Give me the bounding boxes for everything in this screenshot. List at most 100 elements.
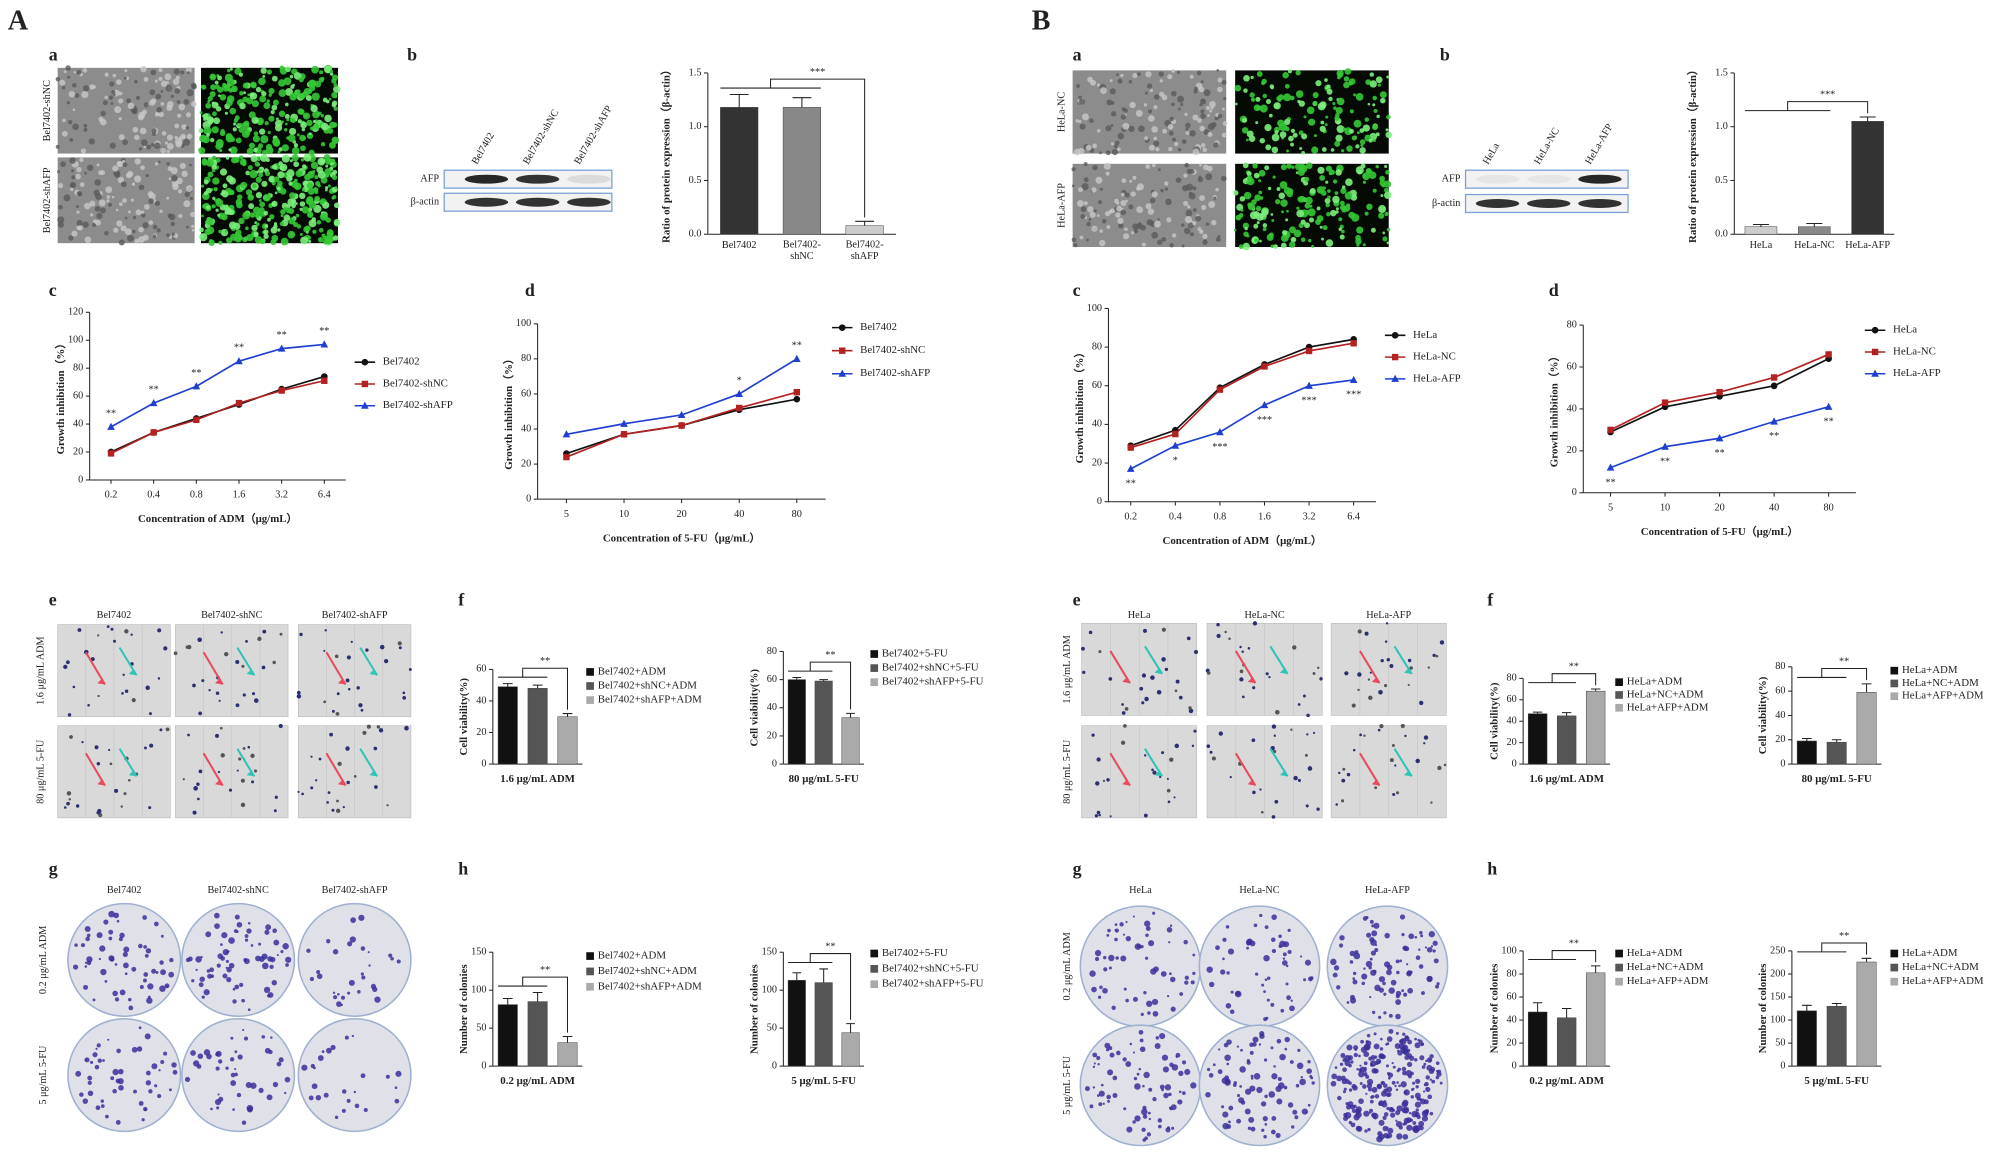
cell	[333, 83, 338, 88]
cell	[98, 170, 104, 176]
cell	[251, 692, 256, 696]
cell	[218, 229, 222, 234]
cell	[1241, 127, 1249, 134]
bar	[1556, 715, 1577, 765]
cell	[1101, 218, 1107, 224]
legend-swatch	[870, 664, 879, 672]
cell	[1185, 131, 1190, 135]
cell	[261, 91, 267, 97]
cell	[1383, 187, 1389, 193]
cell	[318, 757, 322, 761]
column-label: HeLa	[1129, 885, 1152, 896]
cell	[1116, 73, 1119, 77]
cell	[1166, 788, 1171, 793]
cell	[1325, 115, 1329, 119]
cell	[1110, 111, 1117, 117]
column-label: HeLa	[1128, 610, 1151, 621]
cell	[247, 93, 251, 97]
cell	[120, 181, 127, 188]
bar	[1851, 121, 1884, 235]
error-bar	[1801, 738, 1812, 741]
colony	[1152, 911, 1156, 915]
arrow-head	[1154, 667, 1163, 674]
colony	[1192, 953, 1196, 957]
cell	[138, 226, 144, 233]
cell	[251, 780, 255, 784]
cell	[206, 159, 214, 167]
cell	[221, 190, 229, 198]
cell	[1380, 658, 1384, 663]
cell	[279, 632, 283, 636]
band	[464, 174, 509, 184]
cell	[274, 191, 278, 195]
colony	[1429, 1111, 1434, 1116]
significance-bracket	[1528, 673, 1597, 686]
cell	[140, 165, 145, 171]
y-tick-label: 40	[1507, 1014, 1517, 1025]
cell	[135, 209, 142, 216]
cell	[1303, 115, 1307, 119]
marker	[1391, 353, 1399, 361]
cell	[1116, 205, 1122, 212]
colony	[1369, 1108, 1373, 1113]
colony	[258, 942, 262, 946]
colony	[142, 978, 147, 983]
cell	[1183, 173, 1188, 178]
colony	[92, 998, 96, 1002]
error-bar	[1590, 965, 1601, 973]
cell	[185, 66, 193, 74]
colony	[100, 968, 107, 976]
cell	[1359, 733, 1363, 737]
cell	[191, 228, 195, 232]
lane-label: HeLa	[1481, 141, 1502, 167]
cell	[1330, 209, 1337, 217]
colony	[1386, 1126, 1389, 1129]
colony	[394, 1098, 400, 1104]
colony	[1386, 1086, 1393, 1093]
colony	[1224, 1054, 1231, 1061]
cell	[226, 68, 231, 73]
y-tick-label: 0	[1097, 496, 1102, 507]
cell	[1325, 202, 1330, 208]
colony	[1349, 950, 1356, 957]
significance-label: **	[1569, 662, 1579, 673]
cell	[1335, 207, 1339, 211]
cell	[1255, 205, 1262, 212]
colony	[1256, 1086, 1263, 1094]
colony	[263, 986, 271, 994]
column-label: HeLa-AFP	[1365, 885, 1410, 896]
cell	[1172, 137, 1176, 142]
colony	[203, 1049, 211, 1056]
y-tick-label: 80	[767, 646, 777, 657]
cell	[1128, 79, 1133, 84]
colony	[1428, 1059, 1432, 1062]
cell	[1209, 109, 1213, 113]
cell	[306, 200, 311, 204]
colony	[1246, 946, 1249, 950]
cell	[203, 126, 212, 135]
cell	[1253, 172, 1260, 179]
cell	[149, 89, 156, 96]
colony	[1369, 957, 1373, 961]
cell	[1138, 125, 1145, 133]
cell	[373, 746, 378, 751]
cell	[284, 113, 290, 120]
cell	[1233, 190, 1239, 196]
colony	[315, 1095, 322, 1101]
x-tick-label: 5	[564, 509, 569, 520]
cell	[259, 168, 262, 172]
cell	[262, 629, 267, 634]
arrow-head	[1154, 769, 1163, 777]
cell	[1326, 212, 1331, 217]
cell	[1359, 147, 1366, 154]
cell	[1334, 191, 1339, 196]
cell	[386, 804, 389, 807]
cell	[160, 101, 165, 106]
cell	[404, 725, 409, 731]
arrow-head	[337, 779, 346, 786]
cell	[55, 144, 60, 149]
colony	[218, 1096, 224, 1102]
cell	[100, 110, 106, 117]
colony	[370, 983, 377, 989]
